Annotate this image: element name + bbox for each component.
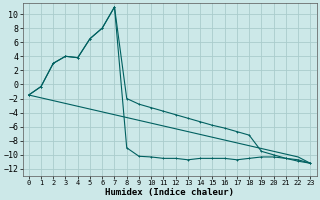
X-axis label: Humidex (Indice chaleur): Humidex (Indice chaleur): [105, 188, 234, 197]
